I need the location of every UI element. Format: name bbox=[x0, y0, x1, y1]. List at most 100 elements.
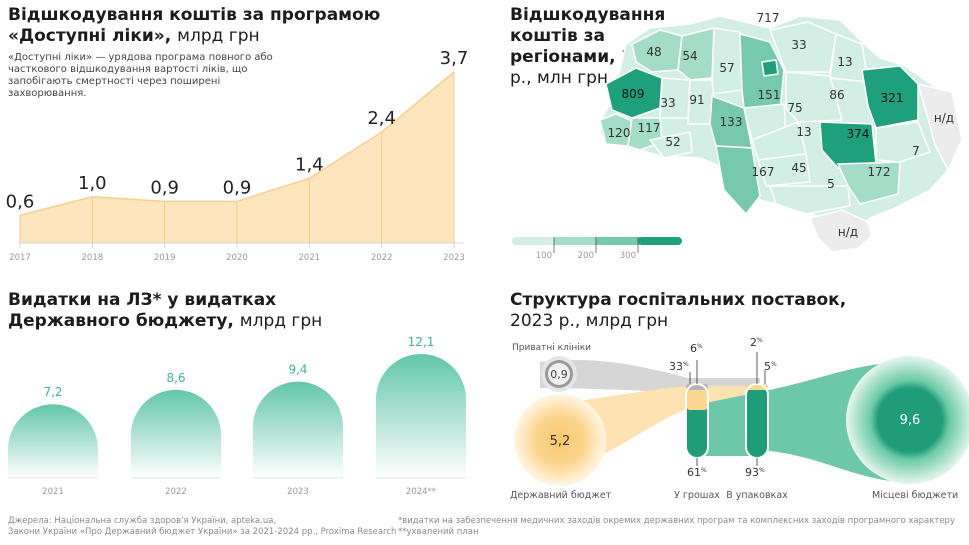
region-value: 117 bbox=[638, 121, 661, 135]
local-circle bbox=[846, 356, 969, 484]
region-zaporizhzhia bbox=[836, 161, 901, 205]
region-rivne bbox=[677, 27, 715, 81]
region-value: 172 bbox=[868, 165, 891, 179]
region-value: 48 bbox=[646, 45, 661, 59]
state-circle bbox=[514, 394, 606, 486]
footnote-1: *видатки на забезпечення медичних заході… bbox=[398, 516, 955, 526]
map-shapes bbox=[599, 15, 963, 253]
legend-swatch bbox=[638, 237, 682, 245]
region-value: н/д bbox=[838, 225, 858, 239]
panel3-title-bold: Видатки на ЛЗ* у видатках Державного бюд… bbox=[8, 290, 277, 331]
arch-value-label: 7,2 bbox=[43, 385, 62, 399]
area-value-label: 0,9 bbox=[223, 177, 252, 198]
area-chart: 2017 0,6 2018 1,0 2019 0,9 2020 0,9 2021 1,4 2022 2… bbox=[6, 48, 469, 263]
region-poltava bbox=[785, 71, 843, 123]
region-value: 52 bbox=[665, 135, 680, 149]
area-value-label: 3,7 bbox=[440, 48, 469, 69]
arch-bar bbox=[131, 389, 221, 478]
region-value: 33 bbox=[660, 96, 675, 110]
footnote-2: **ухвалений план bbox=[398, 527, 479, 537]
arch-value-label: 8,6 bbox=[166, 371, 185, 385]
sources: Джерела: Національна служба здоров'я Укр… bbox=[8, 516, 428, 538]
region-value: 809 bbox=[622, 87, 645, 101]
money-bottom-label: 61% bbox=[687, 466, 707, 479]
x-tick-label: 2022 bbox=[371, 253, 393, 263]
area-value-label: 0,9 bbox=[150, 177, 179, 198]
private-circle-inner bbox=[548, 363, 570, 385]
area-value-label: 2,4 bbox=[367, 108, 396, 129]
panel4-title: Структура госпітальних поставок, 2023 р.… bbox=[510, 290, 850, 332]
area-value-label: 0,6 bbox=[6, 191, 35, 212]
money-top2-label: 6% bbox=[690, 342, 703, 355]
pack-pill bbox=[745, 383, 769, 459]
region-value: 91 bbox=[689, 93, 704, 107]
pack-label: В упаковках bbox=[726, 490, 788, 501]
money-top-label: 33% bbox=[669, 360, 689, 373]
state-label: Державний бюджет bbox=[510, 490, 612, 501]
panel2-title-bold: Відшкодування коштів за регіонами, bbox=[510, 5, 666, 67]
region-value: 86 bbox=[829, 88, 844, 102]
state-value: 5,2 bbox=[550, 434, 571, 449]
x-tick-label: 2023 bbox=[443, 253, 465, 263]
map-legend: 100 200 300 bbox=[512, 237, 682, 261]
panel4-title-light: 2023 р., млрд грн bbox=[510, 311, 669, 331]
region-value: 45 bbox=[791, 161, 806, 175]
legend-swatch bbox=[554, 237, 598, 245]
region-donetsk bbox=[875, 121, 931, 163]
local-label: Місцеві бюджети bbox=[872, 490, 958, 501]
region-value: 120 bbox=[608, 126, 631, 140]
region-value: 13 bbox=[796, 125, 811, 139]
pack-bottom-label: 93% bbox=[745, 466, 765, 479]
sources-line-1: Джерела: Національна служба здоров'я Укр… bbox=[8, 516, 277, 526]
arch-bar bbox=[253, 381, 343, 478]
legend-tick-label: 200 bbox=[578, 251, 594, 261]
money-label: У грошах bbox=[674, 490, 720, 501]
region-value: 57 bbox=[719, 61, 734, 75]
panel3-title-light: млрд грн bbox=[239, 311, 323, 331]
region-value: 167 bbox=[752, 165, 775, 179]
x-tick-label: 2017 bbox=[9, 253, 31, 263]
x-tick-label: 2019 bbox=[154, 253, 176, 263]
region-value: 54 bbox=[682, 49, 697, 63]
region-value: 33 bbox=[791, 38, 806, 52]
region-value: 13 bbox=[837, 55, 852, 69]
pack-top-label: 5% bbox=[764, 360, 777, 373]
sources-line-2: Закони України «Про Державний бюджет Укр… bbox=[8, 527, 397, 537]
area-fill bbox=[20, 72, 454, 243]
arch-chart: 7,2 2021 8,6 2022 9,4 2023 12,1 2024** bbox=[8, 335, 466, 497]
panel4-title-bold: Структура госпітальних поставок, bbox=[510, 290, 847, 310]
panel1-note: «Доступні ліки» — урядова програма повно… bbox=[8, 52, 273, 99]
region-value: 717 bbox=[757, 11, 780, 25]
legend-tick-label: 300 bbox=[620, 251, 636, 261]
legend-swatch bbox=[596, 237, 640, 245]
panel1-title-light: млрд грн bbox=[177, 26, 260, 46]
arch-value-label: 12,1 bbox=[408, 335, 435, 349]
footnotes: *видатки на забезпечення медичних заході… bbox=[398, 516, 958, 538]
x-tick-label: 2021 bbox=[299, 253, 321, 263]
region-value: 5 bbox=[827, 177, 835, 191]
panel2-title: Відшкодування коштів за регіонами, 2023 … bbox=[510, 5, 670, 89]
region-value: 151 bbox=[758, 88, 781, 102]
arch-value-label: 9,4 bbox=[288, 363, 307, 377]
area-value-label: 1,0 bbox=[78, 173, 107, 194]
arch-x-label: 2023 bbox=[287, 487, 309, 497]
region-value: 75 bbox=[787, 101, 802, 115]
arch-x-label: 2024** bbox=[406, 487, 436, 497]
x-tick-label: 2020 bbox=[226, 253, 248, 263]
region-na-crimea bbox=[808, 209, 873, 253]
arch-bar bbox=[376, 354, 466, 478]
region-kherson bbox=[768, 185, 851, 215]
area-value-label: 1,4 bbox=[295, 154, 324, 175]
region-odesa bbox=[715, 145, 761, 216]
x-tick-label: 2018 bbox=[82, 253, 104, 263]
region-value: 133 bbox=[720, 115, 743, 129]
pack-top2-label: 2% bbox=[750, 336, 763, 349]
region-kharkiv bbox=[861, 65, 919, 129]
region-na-east bbox=[916, 82, 963, 172]
panel1-title: Відшкодування коштів за програмою «Досту… bbox=[8, 5, 408, 47]
region-value: н/д bbox=[934, 111, 954, 125]
region-value: 7 bbox=[912, 144, 920, 158]
